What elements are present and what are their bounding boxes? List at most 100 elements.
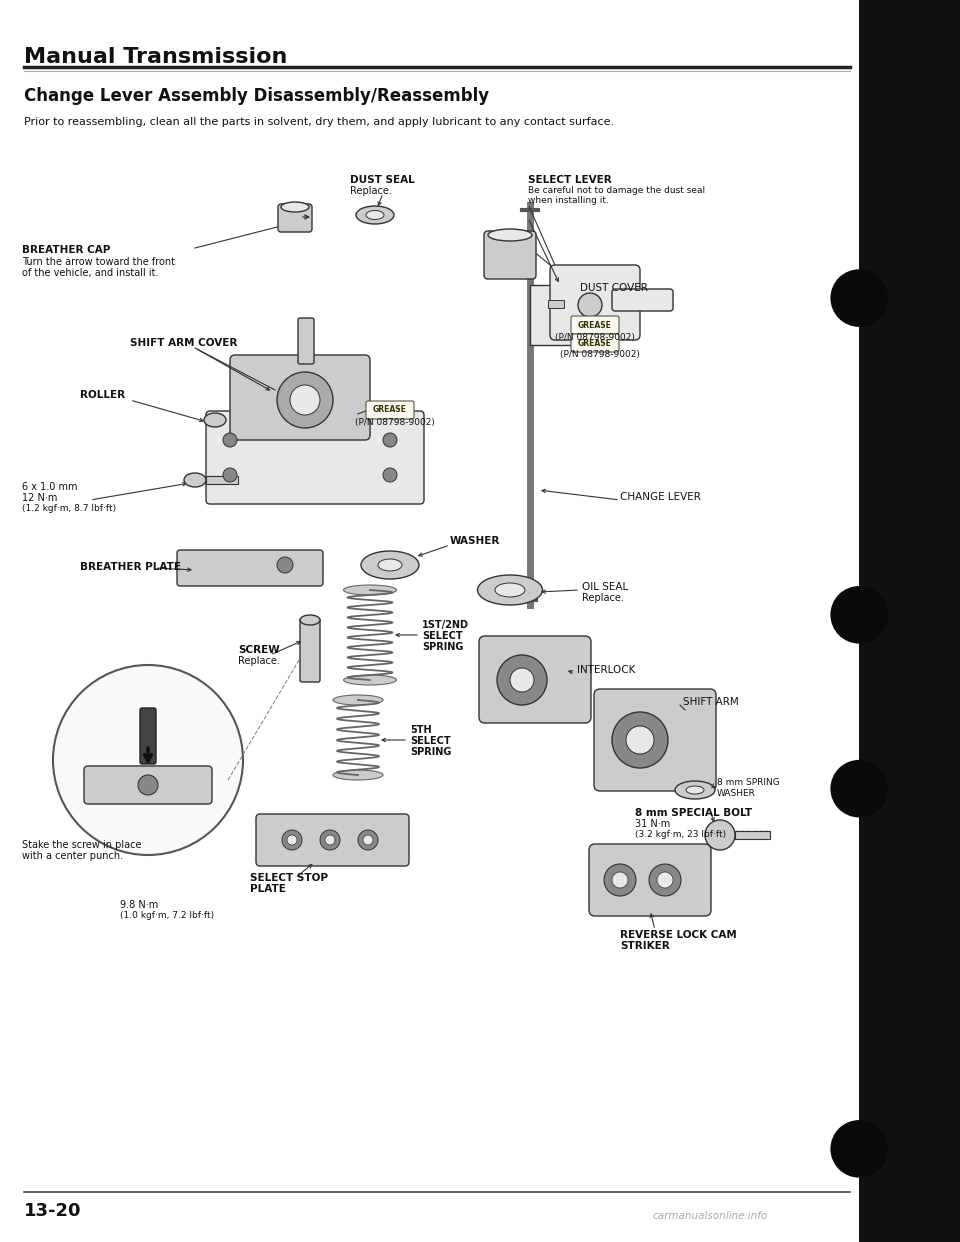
- Text: Prior to reassembling, clean all the parts in solvent, dry them, and apply lubri: Prior to reassembling, clean all the par…: [24, 117, 614, 127]
- Text: SHIFT ARM: SHIFT ARM: [683, 697, 739, 707]
- Text: SPRING: SPRING: [410, 746, 451, 758]
- Text: (P/N 08798-9002): (P/N 08798-9002): [560, 350, 640, 359]
- FancyBboxPatch shape: [550, 265, 640, 340]
- Circle shape: [277, 556, 293, 573]
- Circle shape: [510, 668, 534, 692]
- Circle shape: [282, 830, 302, 850]
- FancyBboxPatch shape: [571, 334, 619, 351]
- Text: (1.2 kgf·m, 8.7 lbf·ft): (1.2 kgf·m, 8.7 lbf·ft): [22, 504, 116, 513]
- Ellipse shape: [378, 559, 402, 571]
- Circle shape: [830, 1120, 888, 1177]
- Circle shape: [657, 872, 673, 888]
- Text: GREASE: GREASE: [373, 405, 407, 415]
- Ellipse shape: [333, 696, 383, 705]
- Circle shape: [612, 872, 628, 888]
- Circle shape: [830, 586, 888, 643]
- Text: Turn the arrow toward the front: Turn the arrow toward the front: [22, 257, 175, 267]
- Ellipse shape: [344, 585, 396, 595]
- Circle shape: [612, 712, 668, 768]
- Text: BREATHER CAP: BREATHER CAP: [22, 245, 110, 255]
- Ellipse shape: [495, 582, 525, 597]
- Text: Be careful not to damage the dust seal: Be careful not to damage the dust seal: [528, 186, 706, 195]
- Circle shape: [325, 835, 335, 845]
- Ellipse shape: [344, 674, 396, 686]
- Text: when installing it.: when installing it.: [528, 196, 609, 205]
- Text: WASHER: WASHER: [717, 789, 756, 799]
- Polygon shape: [530, 284, 595, 345]
- Text: Manual Transmission: Manual Transmission: [24, 47, 287, 67]
- Text: GREASE: GREASE: [578, 339, 612, 348]
- Text: ROLLER: ROLLER: [80, 390, 125, 400]
- Circle shape: [830, 270, 888, 327]
- Text: SELECT STOP: SELECT STOP: [250, 873, 328, 883]
- Text: Replace.: Replace.: [238, 656, 280, 666]
- Circle shape: [830, 760, 888, 817]
- Text: 9.8 N·m: 9.8 N·m: [120, 900, 158, 910]
- FancyBboxPatch shape: [589, 845, 711, 917]
- FancyBboxPatch shape: [298, 318, 314, 364]
- Circle shape: [578, 293, 602, 317]
- Text: SPRING: SPRING: [422, 642, 464, 652]
- Circle shape: [649, 864, 681, 895]
- Text: BREATHER PLATE: BREATHER PLATE: [80, 561, 181, 573]
- Text: 12 N·m: 12 N·m: [22, 493, 58, 503]
- Bar: [548, 301, 564, 308]
- Text: PLATE: PLATE: [250, 884, 286, 894]
- Circle shape: [223, 468, 237, 482]
- Circle shape: [705, 820, 735, 850]
- FancyBboxPatch shape: [300, 619, 320, 682]
- FancyBboxPatch shape: [84, 766, 212, 804]
- Text: INTERLOCK: INTERLOCK: [577, 664, 636, 674]
- Text: DUST COVER: DUST COVER: [580, 283, 648, 293]
- Ellipse shape: [361, 551, 419, 579]
- Text: 13-20: 13-20: [24, 1202, 82, 1220]
- Text: GREASE: GREASE: [578, 320, 612, 329]
- FancyBboxPatch shape: [177, 550, 323, 586]
- Text: of the vehicle, and install it.: of the vehicle, and install it.: [22, 268, 158, 278]
- Text: STRIKER: STRIKER: [620, 941, 670, 951]
- Text: 5TH: 5TH: [410, 725, 432, 735]
- Text: carmanualsonline.info: carmanualsonline.info: [653, 1211, 768, 1221]
- Circle shape: [287, 835, 297, 845]
- FancyBboxPatch shape: [230, 355, 370, 440]
- Ellipse shape: [184, 473, 206, 487]
- Ellipse shape: [686, 786, 704, 794]
- Text: (1.0 kgf·m, 7.2 lbf·ft): (1.0 kgf·m, 7.2 lbf·ft): [120, 910, 214, 920]
- Text: Replace.: Replace.: [582, 592, 624, 604]
- Text: 8 mm SPECIAL BOLT: 8 mm SPECIAL BOLT: [635, 809, 752, 818]
- Circle shape: [363, 835, 373, 845]
- FancyBboxPatch shape: [479, 636, 591, 723]
- Text: with a center punch.: with a center punch.: [22, 851, 123, 861]
- Circle shape: [383, 433, 397, 447]
- Text: (P/N 08798-9002): (P/N 08798-9002): [555, 333, 635, 342]
- FancyBboxPatch shape: [256, 814, 409, 866]
- Circle shape: [383, 468, 397, 482]
- Text: DUST SEAL: DUST SEAL: [350, 175, 415, 185]
- Text: SELECT: SELECT: [422, 631, 463, 641]
- Bar: [859, 0, 960, 1242]
- Circle shape: [358, 830, 378, 850]
- FancyBboxPatch shape: [278, 204, 312, 232]
- FancyBboxPatch shape: [594, 689, 716, 791]
- Text: WASHER: WASHER: [450, 537, 500, 546]
- FancyBboxPatch shape: [206, 411, 424, 504]
- Circle shape: [626, 727, 654, 754]
- Text: SCREW: SCREW: [238, 645, 279, 655]
- Text: SELECT LEVER: SELECT LEVER: [528, 175, 612, 185]
- Circle shape: [320, 830, 340, 850]
- FancyBboxPatch shape: [140, 708, 156, 764]
- Text: 1ST/2ND: 1ST/2ND: [422, 620, 469, 630]
- Ellipse shape: [281, 202, 309, 212]
- Text: REVERSE LOCK CAM: REVERSE LOCK CAM: [620, 930, 736, 940]
- Text: 6 x 1.0 mm: 6 x 1.0 mm: [22, 482, 78, 492]
- Circle shape: [53, 664, 243, 854]
- Text: CHANGE LEVER: CHANGE LEVER: [620, 492, 701, 502]
- Text: SELECT: SELECT: [410, 737, 450, 746]
- Ellipse shape: [675, 781, 715, 799]
- Circle shape: [290, 385, 320, 415]
- Bar: [206, 476, 238, 484]
- Ellipse shape: [356, 206, 394, 224]
- Text: Replace.: Replace.: [350, 186, 392, 196]
- Bar: [735, 831, 770, 840]
- Circle shape: [138, 775, 158, 795]
